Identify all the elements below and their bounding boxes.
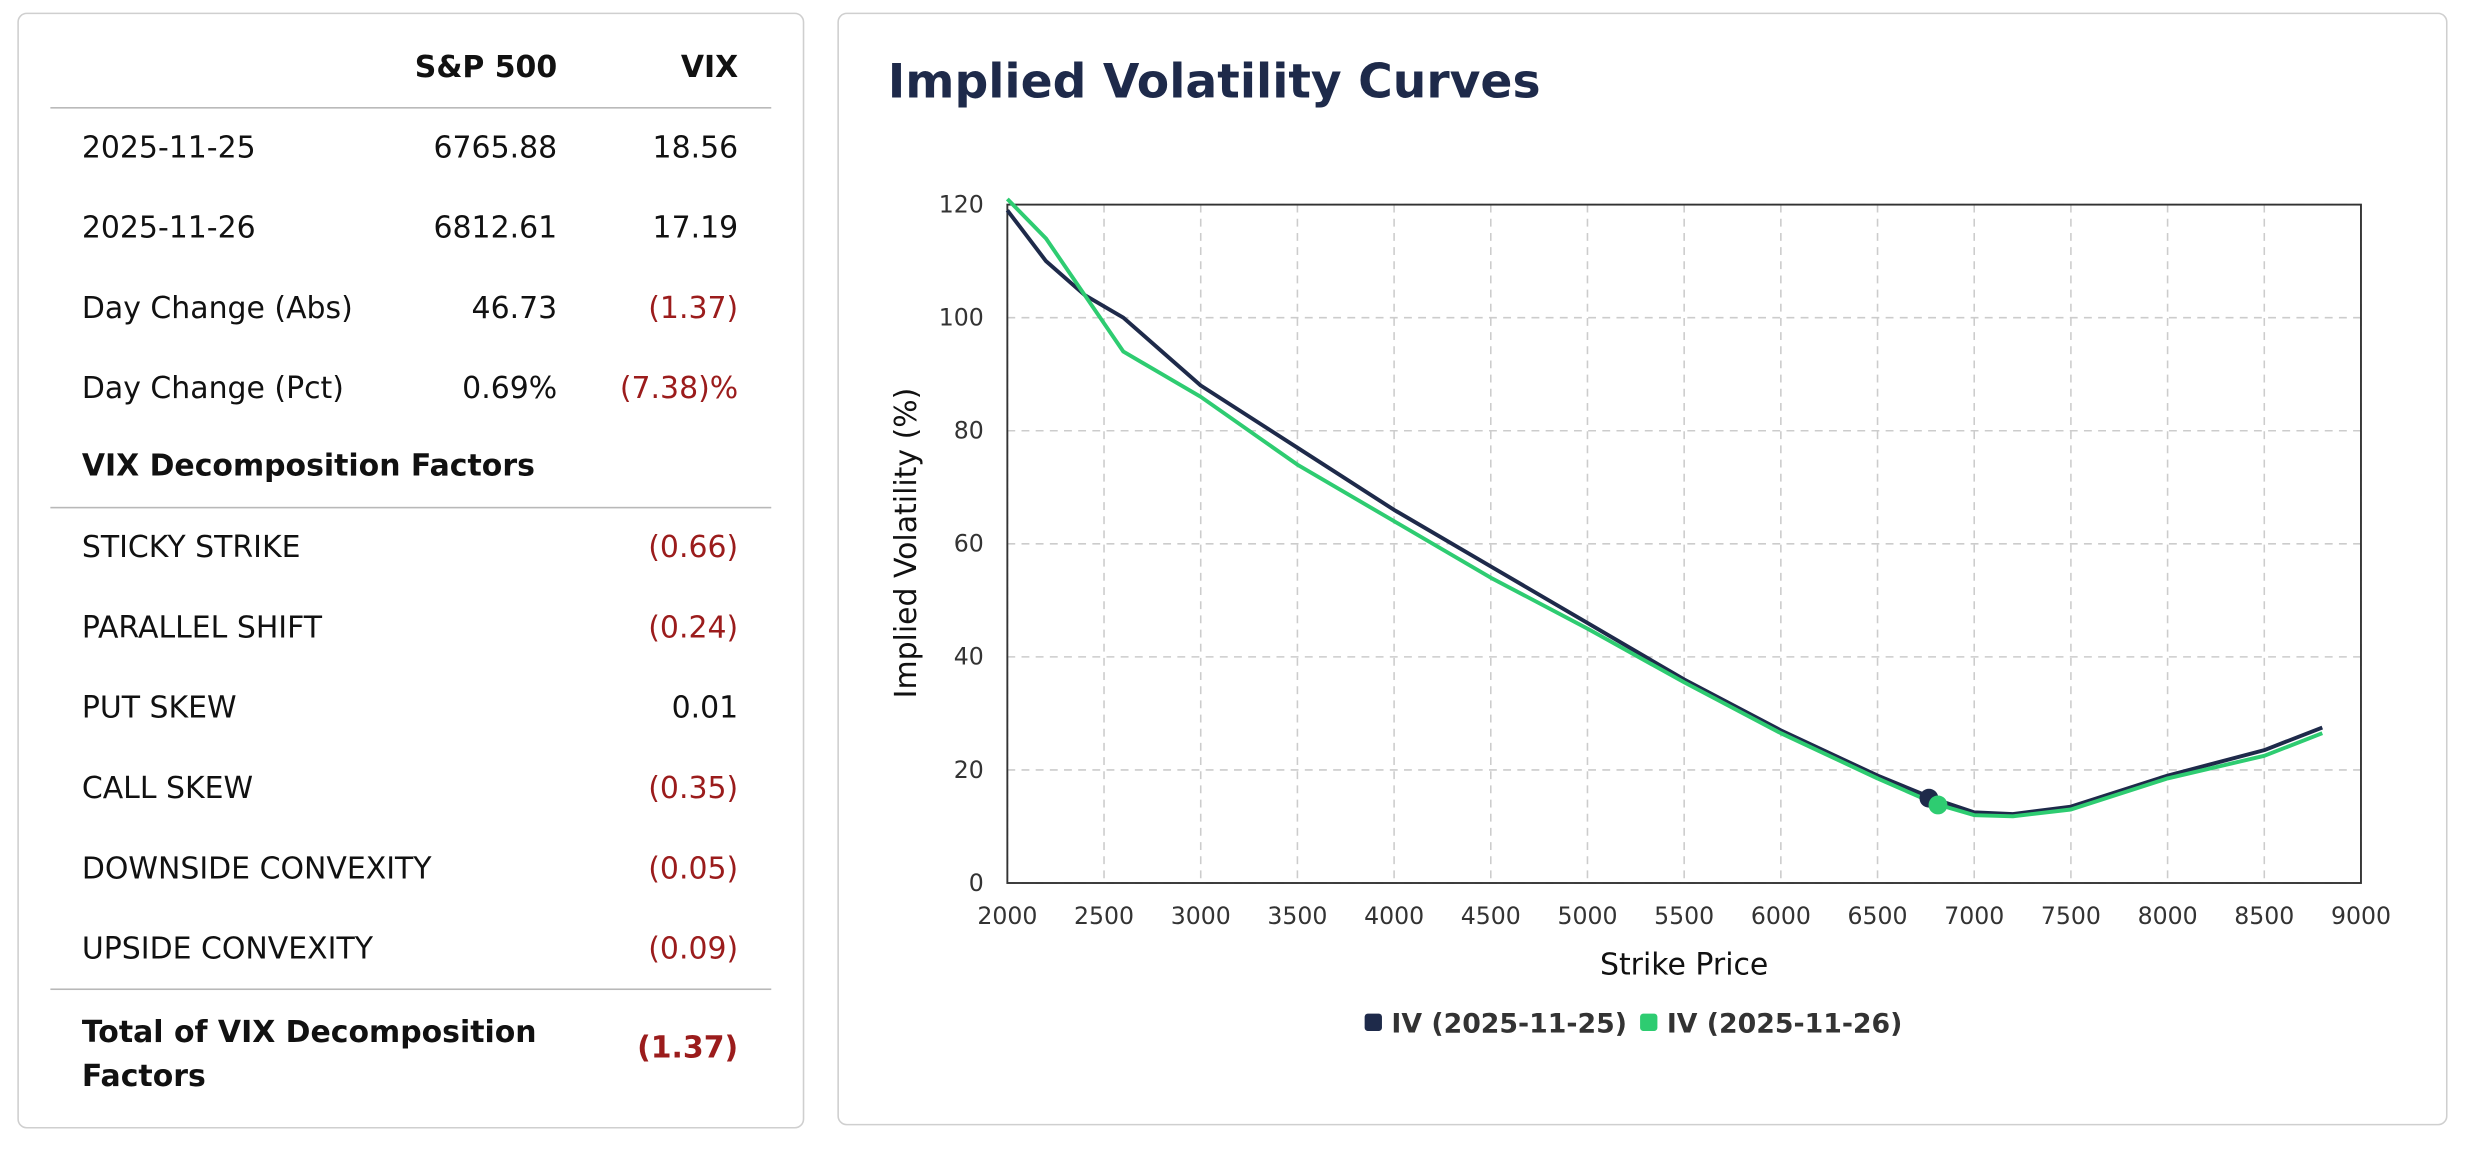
legend-swatch [1640,1013,1658,1031]
factor-value: 0.01 [671,690,739,726]
x-tick-label: 5500 [1654,902,1714,930]
row-label: 2025-11-26 [81,210,256,246]
x-tick-label: 2500 [1074,902,1134,930]
y-tick-label: 0 [969,869,984,897]
y-tick-label: 20 [954,756,984,784]
x-tick-label: 7500 [2041,902,2101,930]
y-axis-label: Implied Volatility (%) [889,388,924,699]
iv-line [1005,197,2324,819]
x-tick-label: 8000 [2138,902,2198,930]
sp500-value: 0.69% [462,371,558,407]
column-header: S&P 500 [414,50,558,85]
factor-label: CALL SKEW [81,771,254,806]
total-value: (1.37) [637,1030,739,1066]
total-label: Total of VIX Decomposition Factors [81,1015,537,1094]
total-rule [50,988,772,991]
x-tick-label: 6500 [1848,902,1908,930]
y-tick-label: 120 [939,190,984,218]
vix-value: (1.37) [648,291,739,326]
x-tick-label: 4000 [1364,902,1424,930]
sp500-value: 6765.88 [433,130,558,166]
x-tick-label: 2000 [977,902,1037,930]
x-tick-label: 9000 [2331,902,2391,930]
row-label: Day Change (Abs) [81,291,353,326]
section-rule [50,506,772,509]
x-tick-label: 3500 [1267,902,1327,930]
x-tick-label: 3000 [1171,902,1231,930]
vix-value: 17.19 [652,210,739,246]
factor-value: (0.09) [648,931,739,967]
section-title: VIX Decomposition Factors [81,448,535,484]
chart: Implied Volatility Curves Implied Volati… [888,55,2391,1040]
x-tick-label: 5000 [1557,902,1617,930]
legend-label: IV (2025-11-25) [1391,1009,1627,1040]
spot-marker [1928,795,1948,815]
row-label: 2025-11-25 [81,130,256,166]
y-tick-label: 40 [954,643,984,671]
chart-panel [837,12,2448,1126]
y-tick-label: 60 [954,530,984,558]
table-panel [17,12,805,1129]
x-tick-label: 4500 [1461,902,1521,930]
vix-value: 18.56 [652,130,739,166]
sp500-value: 46.73 [471,291,558,326]
x-tick-label: 8500 [2234,902,2294,930]
column-header: VIX [680,50,739,85]
iv-line [1005,209,2324,817]
factor-value: (0.35) [648,771,739,806]
factor-value: (0.66) [648,530,739,566]
factor-value: (0.05) [648,851,739,887]
legend-label: IV (2025-11-26) [1667,1009,1903,1040]
legend-swatch [1364,1013,1382,1031]
factor-value: (0.24) [648,610,739,646]
factor-label: DOWNSIDE CONVEXITY [81,851,432,887]
x-tick-label: 6000 [1751,902,1811,930]
sp500-value: 6812.61 [433,210,558,246]
y-tick-label: 100 [939,304,984,332]
x-axis-label: Strike Price [1600,947,1768,982]
factor-label: PUT SKEW [81,690,237,726]
header-rule [50,107,772,109]
factor-label: UPSIDE CONVEXITY [81,931,374,967]
vix-value: (7.38)% [619,371,739,407]
plot-frame [1006,203,2362,884]
factor-label: PARALLEL SHIFT [81,610,323,646]
chart-title: Implied Volatility Curves [888,55,1541,110]
y-tick-label: 80 [954,417,984,445]
factor-label: STICKY STRIKE [81,530,301,566]
x-tick-label: 7000 [1944,902,2004,930]
row-label: Day Change (Pct) [81,371,344,407]
